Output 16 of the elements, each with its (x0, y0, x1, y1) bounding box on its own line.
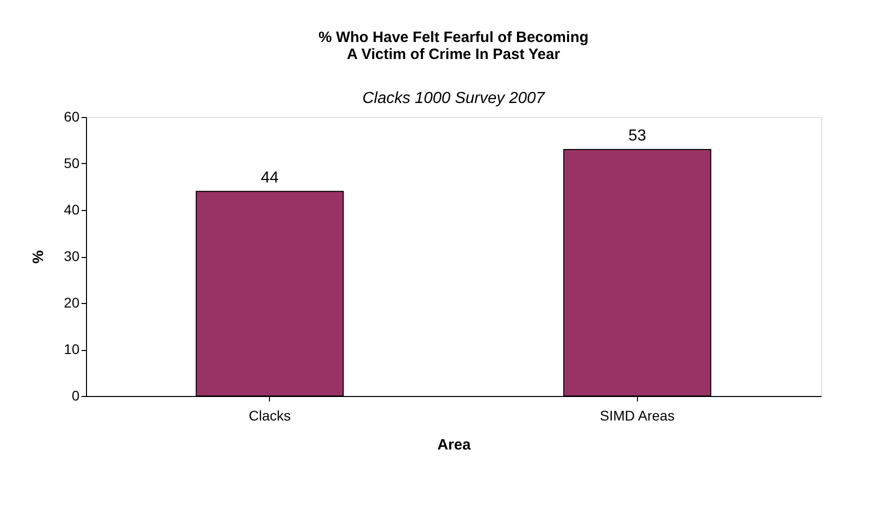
y-tick-label: 0 (72, 388, 80, 404)
y-tick-label: 40 (64, 202, 80, 218)
x-axis-title: Area (437, 436, 472, 454)
y-tick-label: 60 (64, 108, 80, 124)
text: A Victim of Crime In Past Year (346, 46, 560, 63)
data-label: 44 (260, 169, 279, 186)
text: % Who Have Felt Fearful of Becoming (318, 29, 589, 46)
y-tick-label: 50 (64, 155, 80, 171)
x-tick-label: Clacks (248, 408, 291, 424)
y-axis-title: % (30, 250, 47, 264)
chart-subtitle: Clacks 1000 Survey 2007 (362, 90, 546, 107)
x-tick-label: SIMD Areas (600, 408, 675, 424)
y-tick-label: 30 (64, 248, 80, 264)
y-tick-label: 10 (64, 341, 80, 357)
data-label: 53 (628, 128, 646, 145)
y-tick-label: 20 (64, 294, 80, 310)
